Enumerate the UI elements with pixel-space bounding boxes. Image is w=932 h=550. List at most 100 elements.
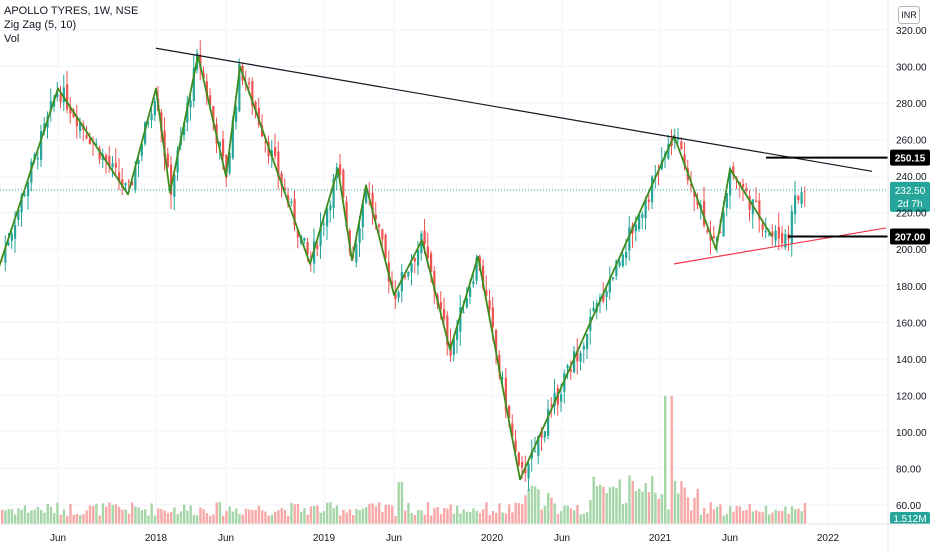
candle-body: [638, 213, 641, 230]
volume-bar: [742, 510, 745, 524]
volume-bar: [231, 511, 235, 524]
candle-body: [228, 152, 231, 174]
candle-body: [397, 291, 400, 298]
candle-body: [62, 87, 65, 103]
last-price-label: 232.50: [895, 186, 926, 197]
candle-body: [345, 201, 348, 227]
volume-bar: [316, 505, 319, 524]
volume-bar: [36, 506, 40, 524]
volume-bar: [534, 486, 537, 524]
candle-body: [475, 258, 478, 281]
candle-body: [404, 275, 407, 278]
grid-layer: [0, 0, 888, 524]
volume-bar: [98, 515, 101, 524]
volume-bar: [540, 509, 543, 524]
volume-bar: [43, 512, 46, 524]
candle-body: [527, 463, 530, 479]
symbol-title[interactable]: APOLLO TYRES, 1W, NSE: [4, 5, 139, 17]
candle-body: [758, 200, 761, 220]
volume-bar: [803, 502, 807, 524]
volume-bar: [667, 509, 670, 524]
volume-bar: [641, 491, 644, 524]
y-tick-label: 80.00: [896, 464, 921, 475]
volume-bar: [251, 509, 254, 524]
candle-body: [384, 234, 387, 259]
horizontal-level-tag: [890, 149, 930, 166]
candle-body: [573, 351, 576, 373]
volume-bar: [738, 506, 742, 524]
candle-body: [137, 159, 140, 165]
candle-body: [209, 95, 212, 106]
volume-bar: [709, 502, 712, 524]
candle-body: [231, 119, 234, 159]
volume-bar: [391, 505, 394, 524]
volume-bar: [150, 503, 153, 524]
candle-body: [657, 172, 660, 174]
volume-bar: [683, 487, 686, 524]
candle-body: [36, 157, 39, 160]
volume-bar: [283, 509, 287, 524]
volume-bar: [790, 506, 794, 524]
volume-bar: [160, 509, 163, 524]
volume-bar: [758, 511, 761, 524]
volume-bar: [699, 514, 703, 524]
bar-countdown-label: 2d 7h: [897, 199, 922, 210]
volume-bar: [472, 508, 475, 524]
candle-body: [147, 122, 150, 124]
candle-body: [319, 226, 322, 246]
zigzag-indicator-label[interactable]: Zig Zag (5, 10): [4, 19, 77, 31]
candle-body: [618, 261, 621, 266]
volume-bar: [657, 498, 660, 524]
volume-bar: [192, 514, 196, 524]
candle-body: [378, 224, 381, 227]
volume-bar: [654, 492, 657, 524]
currency-button[interactable]: INR: [898, 6, 920, 24]
candle-body: [800, 192, 803, 204]
candle-body: [105, 155, 108, 161]
candle-body: [569, 369, 572, 372]
candle-body: [329, 204, 332, 211]
x-tick-label: 2018: [145, 533, 168, 544]
volume-bar: [537, 489, 540, 524]
volume-bar: [751, 511, 755, 524]
candle-body: [394, 291, 397, 300]
volume-bar: [183, 504, 186, 524]
volume-bar: [761, 512, 764, 524]
candle-body: [150, 114, 153, 121]
y-tick-label: 140.00: [896, 355, 927, 366]
volume-bar: [387, 504, 391, 524]
candle-body: [257, 107, 260, 125]
volume-bar: [144, 509, 147, 524]
volume-bar: [771, 512, 774, 524]
volume-bar: [628, 475, 631, 524]
volume-bar: [495, 512, 498, 524]
candle-body: [205, 81, 208, 98]
candle-body: [10, 233, 13, 241]
volume-indicator-label[interactable]: Vol: [4, 33, 20, 45]
volume-bar: [670, 396, 673, 524]
volume-bar: [261, 510, 264, 524]
volume-bar: [157, 508, 160, 524]
y-tick-label: 240.00: [896, 172, 927, 183]
candle-body: [417, 249, 420, 266]
candle-body: [504, 377, 507, 411]
volume-bar: [75, 513, 79, 524]
volume-bar: [543, 505, 547, 524]
candle-body: [75, 116, 78, 127]
volume-bar: [118, 506, 121, 524]
resistance-trendline: [155, 47, 873, 172]
volume-bar: [166, 513, 170, 524]
candle-body: [296, 229, 299, 238]
x-tick-label: 2021: [649, 533, 672, 544]
candle-body: [140, 144, 143, 157]
volume-bar: [456, 505, 459, 524]
candle-body: [192, 67, 195, 101]
volume-bar: [748, 503, 751, 524]
volume-bar: [725, 513, 729, 524]
volume-bar: [196, 515, 199, 524]
volume-bar: [426, 502, 430, 524]
volume-bar: [170, 512, 173, 524]
candle-body: [517, 452, 520, 466]
volume-bar: [576, 504, 579, 524]
